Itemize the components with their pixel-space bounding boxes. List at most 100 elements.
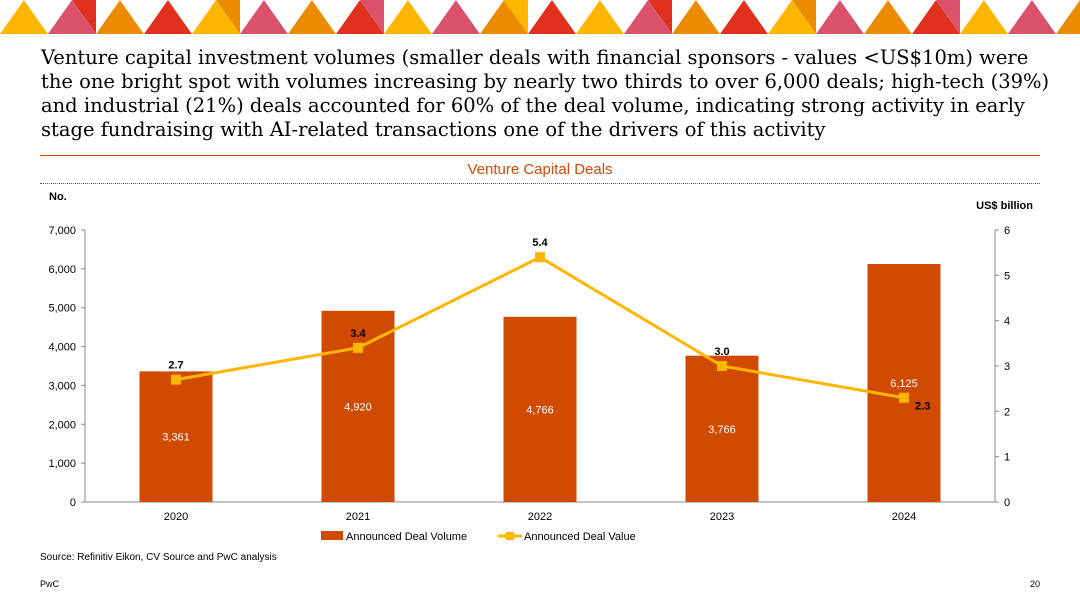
- banner-triangle: [1056, 0, 1080, 34]
- line-value-label: 2.7: [168, 360, 183, 372]
- bar-value-label: 4,766: [526, 404, 554, 416]
- y-left-tick-label: 5,000: [48, 303, 76, 315]
- banner-triangle: [96, 0, 144, 34]
- banner-triangle: [240, 0, 288, 34]
- banner-triangle-gap: [600, 0, 648, 34]
- banner-triangle: [288, 0, 336, 34]
- banner-triangle-gap: [312, 0, 360, 34]
- banner-triangle: [912, 0, 960, 34]
- banner-triangle: [768, 0, 816, 34]
- banner-triangle: [816, 0, 864, 34]
- chart-title: Venture Capital Deals: [467, 161, 613, 178]
- banner-triangle-gap: [264, 0, 312, 34]
- footer-brand: PwC: [40, 579, 60, 589]
- y-axis-left-title: No.: [49, 191, 67, 203]
- banner-triangle-gap: [888, 0, 936, 34]
- line-value-label: 5.4: [532, 237, 548, 249]
- bar-value-label: 3,361: [162, 432, 190, 444]
- x-tick-label: 2021: [346, 511, 370, 523]
- line-value-label: 3.4: [350, 328, 366, 340]
- bar-value-label: 6,125: [890, 378, 918, 390]
- source-note: Source: Refinitiv Eikon, CV Source and P…: [40, 552, 277, 563]
- banner-triangle-gap: [168, 0, 216, 34]
- slide-headline: Venture capital investment volumes (smal…: [41, 46, 1050, 141]
- banner-triangle-accent: [216, 0, 240, 34]
- line-point-announced-deal-value: [717, 361, 727, 371]
- banner-triangle: [672, 0, 720, 34]
- banner-triangle-gap: [840, 0, 888, 34]
- banner-triangle: [336, 0, 384, 34]
- banner-triangle: [624, 0, 672, 34]
- banner-triangle-accent: [504, 0, 528, 34]
- banner-triangle-accent: [792, 0, 816, 34]
- line-point-announced-deal-value: [171, 374, 181, 385]
- bar-announced-deal-volume: [139, 371, 213, 502]
- y-left-tick-label: 4,000: [48, 342, 76, 354]
- line-point-announced-deal-value: [353, 342, 363, 353]
- x-tick-label: 2023: [710, 511, 734, 523]
- banner-triangle-gap: [408, 0, 456, 34]
- bar-announced-deal-volume: [503, 316, 577, 502]
- y-right-tick-label: 0: [1004, 497, 1010, 509]
- line-point-announced-deal-value: [899, 392, 909, 403]
- banner-triangle-gap: [456, 0, 504, 34]
- y-left-tick-label: 3,000: [48, 380, 76, 392]
- chart-title-dotted-divider: [40, 183, 1040, 184]
- banner-triangle-gap: [1032, 0, 1080, 34]
- bar-announced-deal-volume: [685, 355, 759, 502]
- banner-triangle: [192, 0, 240, 34]
- y-right-tick-label: 1: [1004, 452, 1010, 464]
- line-value-label: 2.3: [915, 401, 930, 413]
- bar-announced-deal-volume: [321, 310, 395, 502]
- banner-triangle-accent: [72, 0, 96, 34]
- banner-triangle-accent: [648, 0, 672, 34]
- page-number: 20: [1029, 579, 1040, 589]
- banner-triangle-gap: [744, 0, 792, 34]
- y-left-tick-label: 1,000: [48, 458, 76, 470]
- venture-capital-deals-chart: No. US$ billion 0 1,000 2,000 3,000 4,000 5,000…: [48, 191, 1033, 543]
- banner-triangle: [432, 0, 480, 34]
- banner-triangle: [384, 0, 432, 34]
- banner-triangle: [576, 0, 624, 34]
- banner-triangle: [0, 0, 48, 34]
- y-right-tick-label: 6: [1004, 225, 1010, 237]
- y-left-tick-label: 6,000: [48, 264, 76, 276]
- bar-value-label: 4,920: [344, 401, 372, 413]
- banner-triangle-gap: [24, 0, 72, 34]
- banner-triangle: [960, 0, 1008, 34]
- banner-triangle-gap: [696, 0, 744, 34]
- x-tick-label: 2020: [164, 511, 188, 523]
- banner-triangle: [720, 0, 768, 34]
- x-tick-label: 2022: [528, 511, 552, 523]
- banner-triangle-gap: [120, 0, 168, 34]
- banner-triangle-accent: [360, 0, 384, 34]
- legend-swatch-value-marker: [506, 532, 514, 540]
- banner-triangle-gap: [552, 0, 600, 34]
- y-axis-right-title: US$ billion: [976, 200, 1033, 212]
- legend-swatch-volume: [321, 531, 343, 540]
- y-right-tick-label: 2: [1004, 406, 1010, 418]
- y-left-tick-label: 7,000: [48, 225, 76, 237]
- line-value-label: 3.0: [714, 346, 729, 358]
- banner-triangle: [528, 0, 576, 34]
- banner-triangle-gap: [984, 0, 1032, 34]
- legend-label-value: Announced Deal Value: [524, 531, 636, 543]
- banner-triangle-accent: [936, 0, 960, 34]
- banner-triangle: [144, 0, 192, 34]
- decorative-triangle-banner: [0, 0, 1080, 34]
- banner-triangle: [48, 0, 96, 34]
- y-right-tick-label: 3: [1004, 361, 1010, 373]
- title-divider: [40, 155, 1040, 156]
- banner-triangle: [1008, 0, 1056, 34]
- banner-triangle: [480, 0, 528, 34]
- y-left-tick-label: 0: [70, 497, 76, 509]
- line-point-announced-deal-value: [535, 252, 545, 263]
- bar-value-label: 3,766: [708, 424, 736, 436]
- banner-triangle: [864, 0, 912, 34]
- bar-announced-deal-volume: [867, 264, 941, 502]
- x-tick-label: 2024: [892, 511, 916, 523]
- y-left-tick-label: 2,000: [48, 419, 76, 431]
- y-right-tick-label: 4: [1004, 316, 1010, 328]
- legend-label-volume: Announced Deal Volume: [346, 531, 467, 543]
- y-right-tick-label: 5: [1004, 270, 1010, 282]
